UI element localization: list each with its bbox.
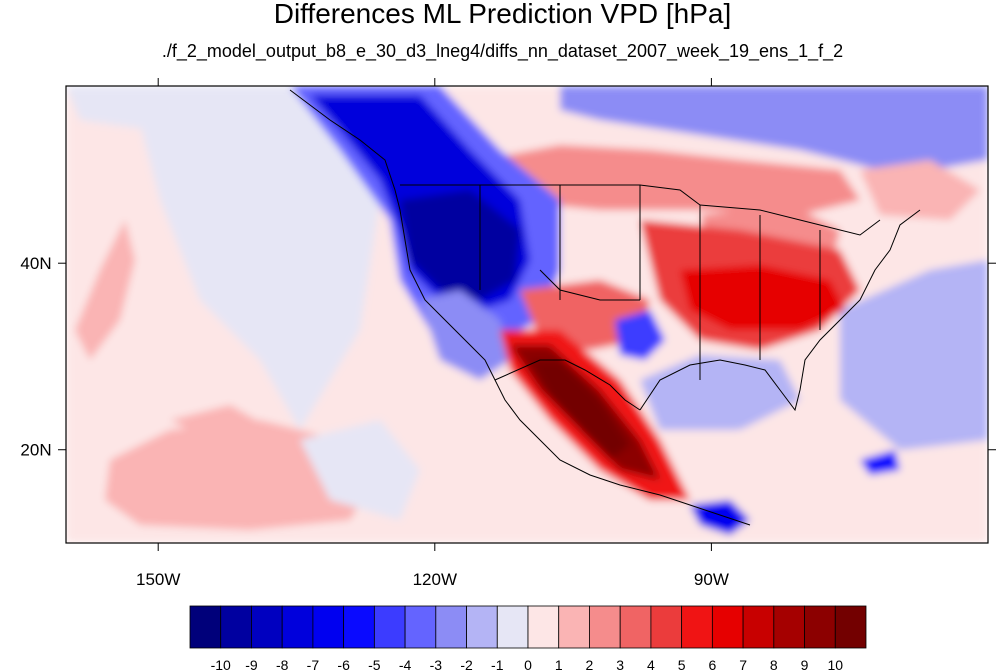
colorbar-label-17: 7 <box>739 657 747 672</box>
colorbar-box-19 <box>773 605 805 649</box>
coastlines <box>289 89 921 526</box>
colorbar-box-15 <box>650 605 683 649</box>
colorbar: -10 -9 -8 -7 -6 -5 -4 -3 -2 -1 0 1 2 3 4 5 6 7 8 9 10 <box>189 605 867 672</box>
colorbar-label-19: 9 <box>801 657 809 672</box>
colorbar-box-18 <box>742 605 775 649</box>
colorbar-label-15: 5 <box>678 657 686 672</box>
colorbar-box-9 <box>466 605 498 649</box>
region-caribbean <box>690 425 800 480</box>
colorbar-box-4 <box>312 605 345 649</box>
region-pacific_east <box>300 420 420 520</box>
coastline-1 <box>494 359 641 411</box>
colorbar-label-10: 0 <box>524 657 532 672</box>
region-pacific_west_patch <box>75 220 135 360</box>
colorbar-box-12 <box>558 605 590 649</box>
colorbar-box-1 <box>220 605 252 649</box>
colorbar-label-12: 2 <box>586 657 594 672</box>
region-canada_north <box>820 92 930 150</box>
colorbar-box-3 <box>281 605 314 649</box>
colorbar-label-14: 4 <box>647 657 655 672</box>
colorbar-label-1: -9 <box>245 657 258 672</box>
difference-field <box>66 86 988 543</box>
coastline-5 <box>539 269 640 301</box>
colorbar-label-0: -10 <box>211 657 231 672</box>
region-great_basin_inner <box>400 190 520 300</box>
colorbar-box-10 <box>496 605 529 649</box>
coastline-2 <box>639 209 921 412</box>
region-atlantic_east <box>840 260 988 450</box>
colorbar-label-3: -7 <box>307 657 320 672</box>
coastline-4 <box>699 204 881 236</box>
colorbar-box-14 <box>619 605 652 649</box>
region-central_america_blue <box>690 500 750 535</box>
region-mexico_deep <box>530 360 630 460</box>
x-tick-label-2: 90W <box>694 570 729 589</box>
chart-title: Differences ML Prediction VPD [hPa] <box>273 0 732 29</box>
map-axes: 150W 120W 90W 40N 20N <box>20 78 996 589</box>
colorbar-box-7 <box>404 605 437 649</box>
colorbar-label-18: 8 <box>770 657 778 672</box>
x-tick-label-0: 150W <box>136 570 180 589</box>
map-frame <box>65 85 989 544</box>
colorbar-label-7: -3 <box>430 657 443 672</box>
colorbar-box-17 <box>711 605 744 649</box>
colorbar-label-8: -2 <box>460 657 473 672</box>
colorbar-box-11 <box>527 605 560 649</box>
coastline-0 <box>289 89 751 526</box>
region-california_coast <box>420 290 510 380</box>
colorbar-box-13 <box>589 605 621 649</box>
colorbar-box-0 <box>189 605 222 649</box>
region-texas_patch <box>615 310 665 360</box>
region-pacific_north_ocean <box>66 86 320 150</box>
colorbar-label-4: -6 <box>337 657 350 672</box>
y-tick-label-0: 40N <box>20 254 51 273</box>
region-pacific_west_patch <box>860 160 980 220</box>
colorbar-label-20: 10 <box>827 657 843 672</box>
colorbar-box-8 <box>435 605 467 649</box>
colorbar-box-5 <box>343 605 375 649</box>
region-gulf_of_mexico <box>640 355 800 430</box>
chart-subtitle: ./f_2_model_output_b8_e_30_d3_lneg4/diff… <box>161 41 844 61</box>
region-pacific_east <box>130 86 380 430</box>
colorbar-box-2 <box>251 605 283 649</box>
colorbar-label-9: -1 <box>491 657 504 672</box>
colorbar-box-6 <box>373 605 406 649</box>
region-pacific_south <box>170 405 265 445</box>
region-central_us_band <box>680 265 845 330</box>
colorbar-label-11: 1 <box>555 657 563 672</box>
y-tick-label-1: 20N <box>20 441 51 460</box>
colorbar-label-6: -4 <box>399 657 412 672</box>
colorbar-label-2: -8 <box>276 657 289 672</box>
region-caribbean_blue <box>860 450 900 475</box>
colorbar-box-20 <box>804 605 836 649</box>
x-tick-label-1: 120W <box>413 570 457 589</box>
region-canada_plains <box>480 145 860 215</box>
colorbar-label-13: 3 <box>616 657 624 672</box>
colorbar-label-5: -5 <box>368 657 381 672</box>
colorbar-label-16: 6 <box>708 657 716 672</box>
colorbar-box-21 <box>834 605 867 649</box>
colorbar-box-16 <box>681 605 713 649</box>
